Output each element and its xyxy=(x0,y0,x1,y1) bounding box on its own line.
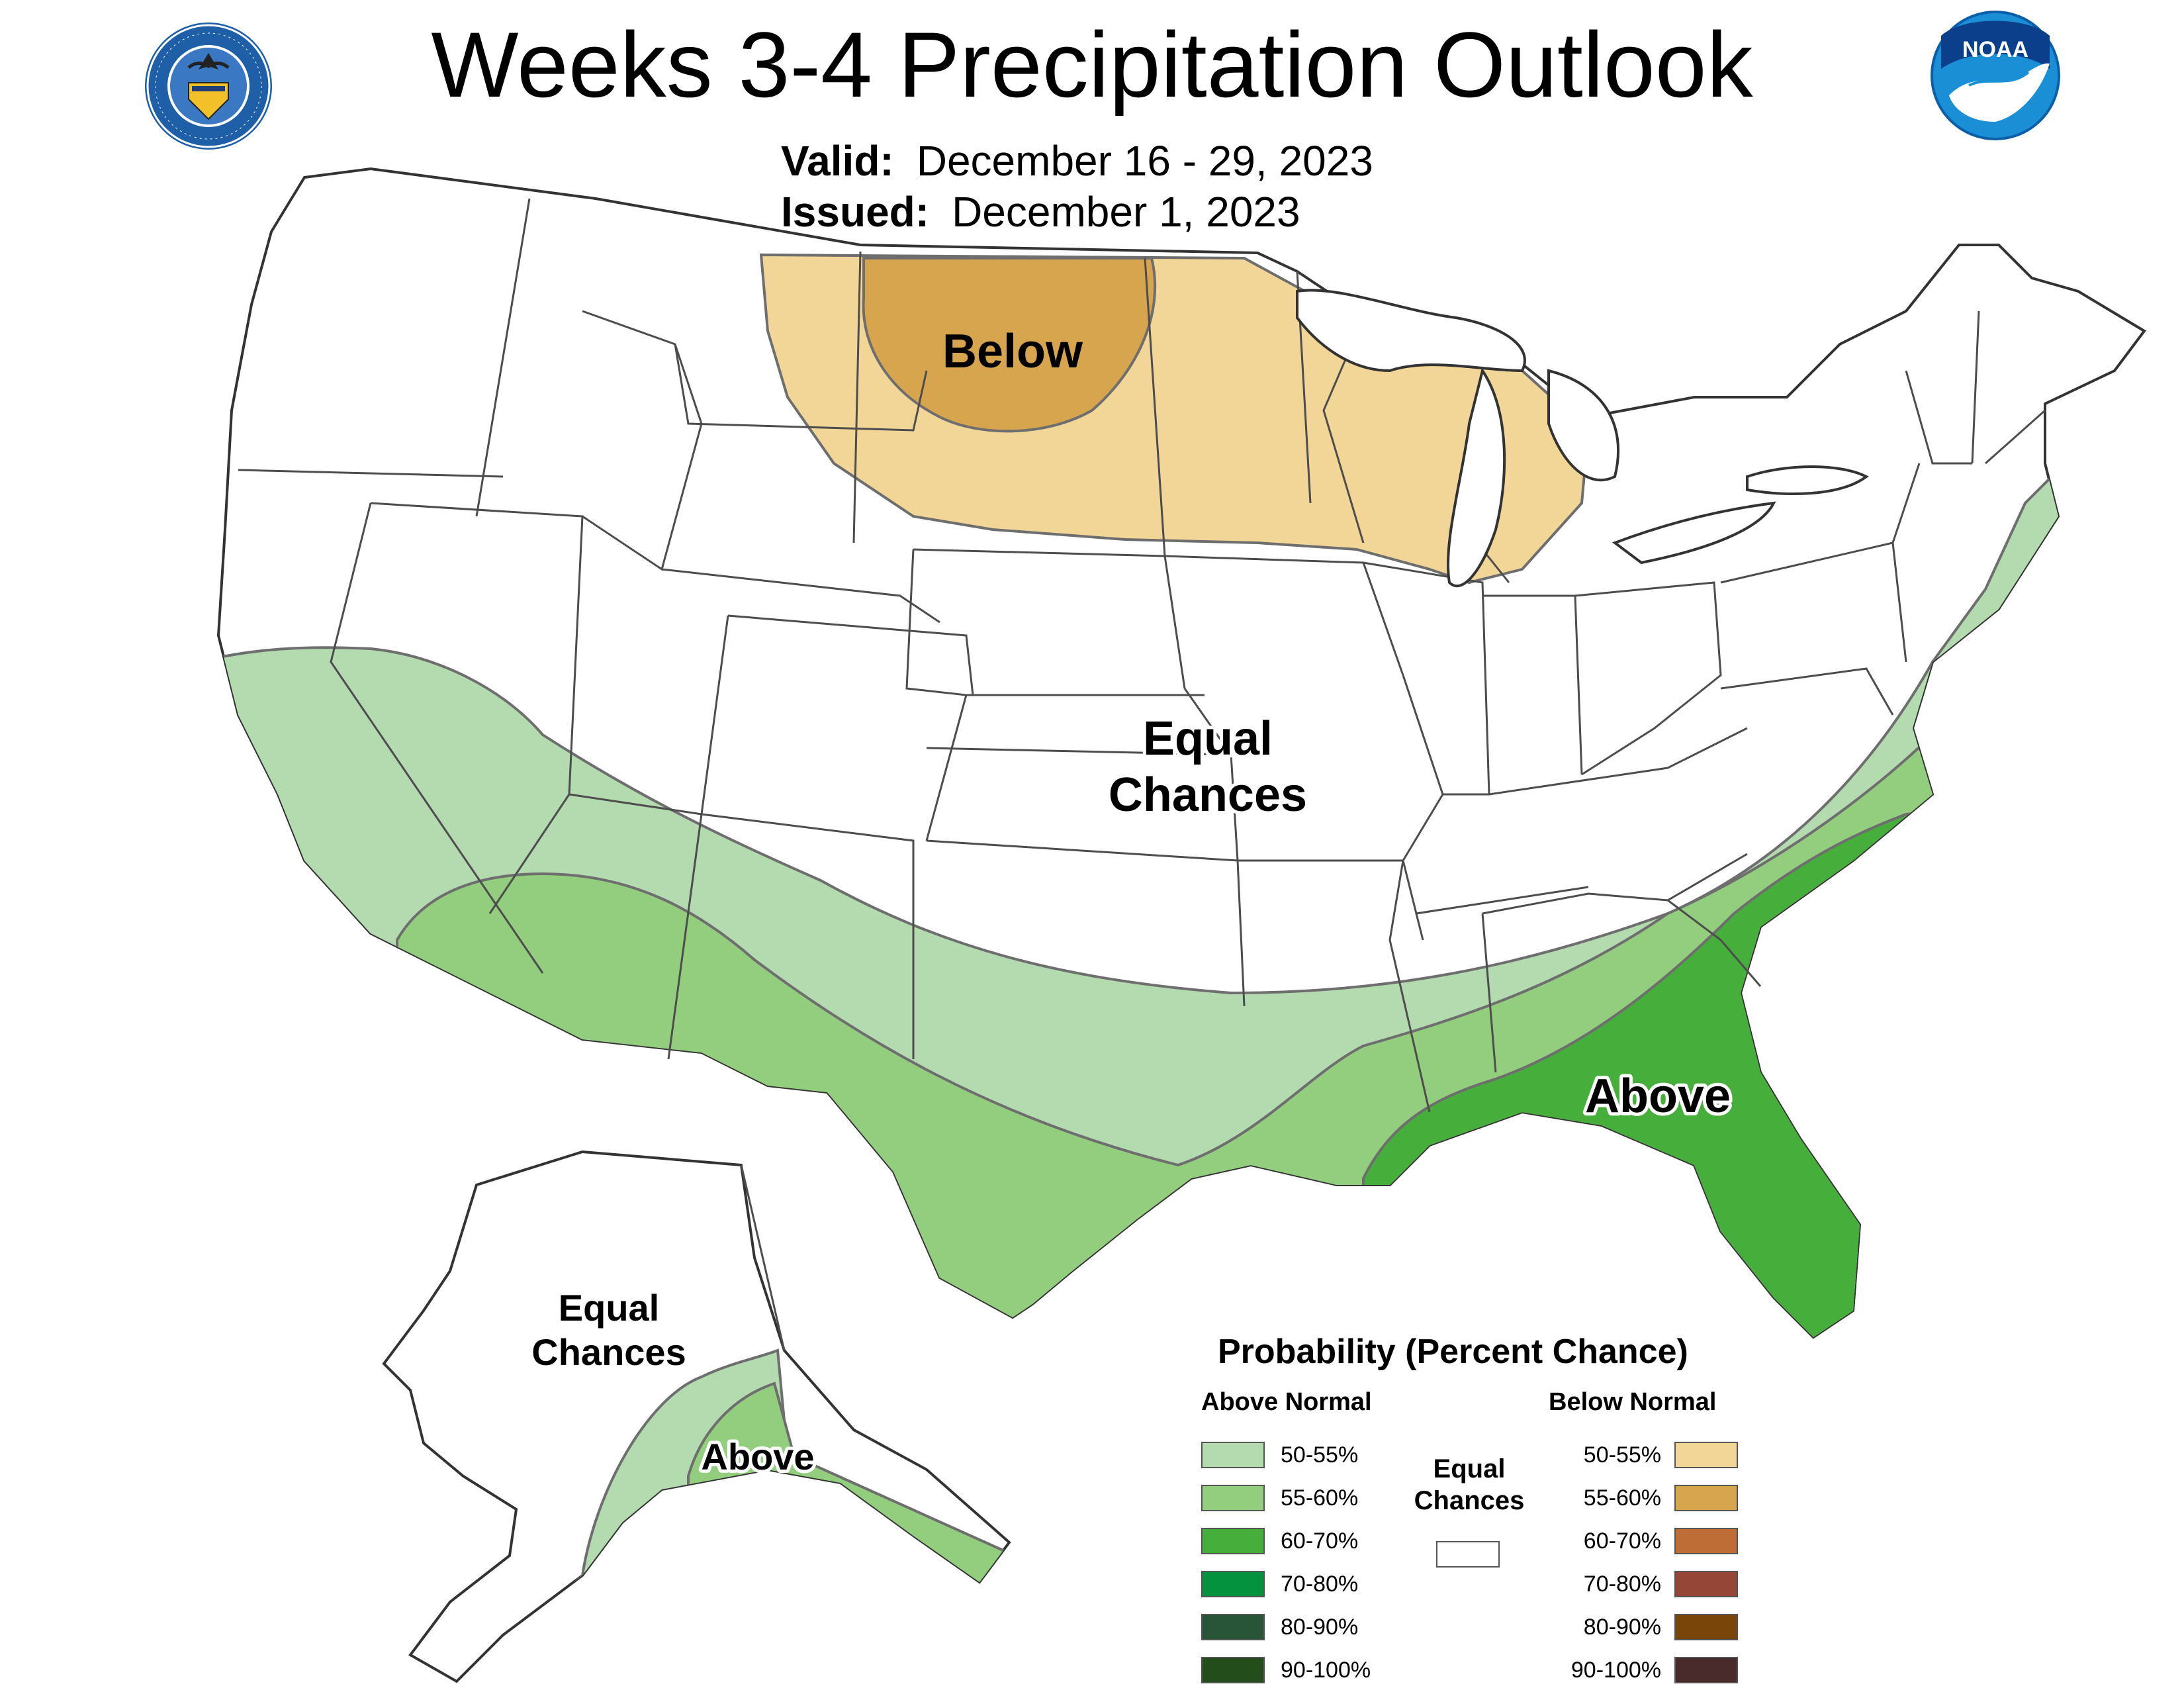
legend-below-bin-label: 55-60% xyxy=(1583,1485,1661,1511)
legend-above-bin-label: 50-55% xyxy=(1281,1442,1359,1468)
legend-below-normal-header: Below Normal xyxy=(1549,1388,1717,1416)
valid-label: Valid: xyxy=(781,137,894,185)
above-label: Above xyxy=(1585,1070,1731,1123)
legend-below-swatch xyxy=(1674,1657,1738,1683)
state-borders xyxy=(238,198,2046,1113)
lake-erie xyxy=(1612,501,1776,565)
equal-chances-label-line1: Equal xyxy=(1143,712,1273,765)
legend-equal-chances-swatch xyxy=(1436,1541,1500,1568)
legend-above-swatch xyxy=(1201,1571,1265,1597)
legend-above-swatch xyxy=(1201,1442,1265,1468)
legend-equal-chances-label-line1: Equal xyxy=(1433,1454,1506,1483)
page-title: Weeks 3-4 Precipitation Outlook xyxy=(431,13,1753,117)
legend-above-normal-header: Above Normal xyxy=(1201,1388,1372,1416)
legend-below-bin-label: 50-55% xyxy=(1583,1442,1661,1468)
legend-title: Probability (Percent Chance) xyxy=(1218,1333,1688,1371)
legend-above-bin-label: 70-80% xyxy=(1281,1571,1359,1597)
alaska-border-line xyxy=(740,1164,786,1351)
equal-chances-label-line2: Chances xyxy=(1109,769,1307,821)
legend-below-bin-label: 70-80% xyxy=(1583,1571,1661,1597)
great-lakes xyxy=(1296,289,1869,588)
lake-michigan xyxy=(1447,367,1506,588)
legend-below-swatch xyxy=(1674,1571,1738,1597)
noaa-logo-text: NOAA xyxy=(1962,37,2028,62)
legend-below-swatch xyxy=(1674,1614,1738,1640)
legend-above-bin-label: 55-60% xyxy=(1281,1485,1359,1511)
department-of-commerce-seal-icon xyxy=(145,23,272,150)
valid-row: Valid: December 16 - 29, 2023 xyxy=(781,136,1373,186)
legend-above-swatch xyxy=(1201,1614,1265,1640)
lake-ontario xyxy=(1746,465,1869,495)
alaska-equal-chances-label-line2: Chances xyxy=(531,1331,686,1373)
valid-value: December 16 - 29, 2023 xyxy=(916,137,1373,185)
legend-below-swatch xyxy=(1674,1442,1738,1468)
below-55-60-region xyxy=(862,257,1157,433)
lake-huron xyxy=(1547,369,1620,482)
legend-below-swatch xyxy=(1674,1528,1738,1554)
legend-above-bin-label: 80-90% xyxy=(1281,1615,1359,1640)
legend-above-swatch xyxy=(1201,1528,1265,1554)
legend-equal-chances-label-line2: Chances xyxy=(1414,1486,1525,1515)
issued-label: Issued: xyxy=(781,188,930,236)
legend-above-swatch xyxy=(1201,1485,1265,1511)
legend-below-bin-label: 80-90% xyxy=(1583,1615,1661,1640)
legend-above-bin-label: 60-70% xyxy=(1281,1528,1359,1554)
legend-below-bin-label: 60-70% xyxy=(1583,1528,1661,1554)
alaska-above-label: Above xyxy=(701,1436,814,1477)
noaa-logo-icon: NOAA xyxy=(1931,11,2060,140)
lake-superior xyxy=(1296,289,1526,373)
below-label: Below xyxy=(942,325,1083,378)
legend-above-bin-label: 90-100% xyxy=(1281,1658,1371,1683)
legend-above-swatch xyxy=(1201,1657,1265,1683)
legend-below-bin-label: 90-100% xyxy=(1570,1658,1661,1683)
alaska-equal-chances-label-line1: Equal xyxy=(559,1287,659,1329)
issued-value: December 1, 2023 xyxy=(952,188,1300,236)
issued-row: Issued: December 1, 2023 xyxy=(781,187,1300,237)
legend-below-swatch xyxy=(1674,1485,1738,1511)
